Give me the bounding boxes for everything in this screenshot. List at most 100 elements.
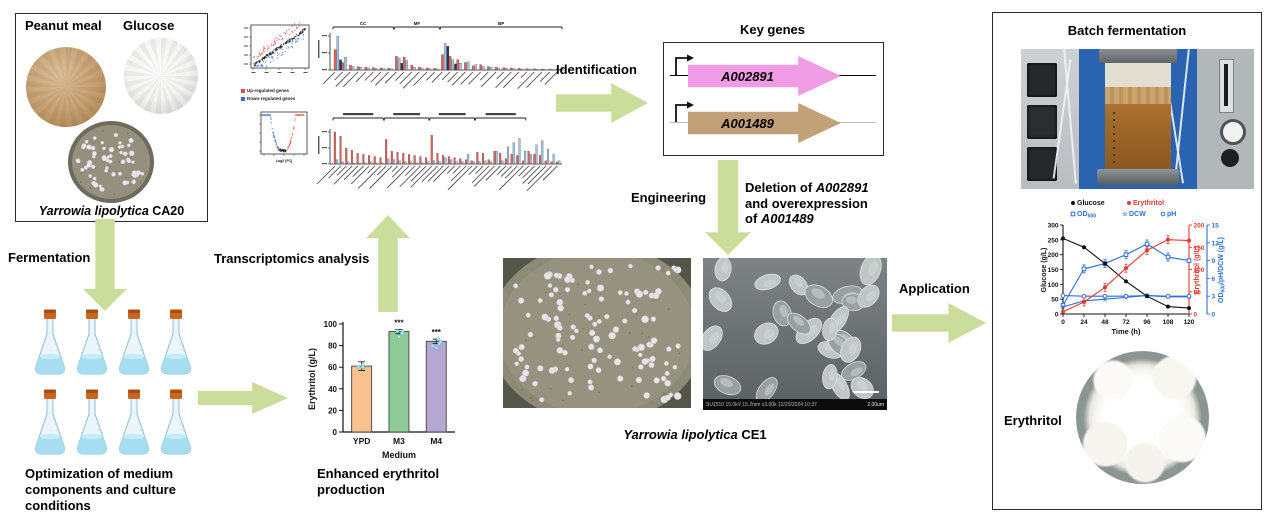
deletion-text: Deletion of A002891 and overexpression o… <box>745 180 897 227</box>
rotameter <box>1219 59 1234 113</box>
svg-text:96: 96 <box>1143 319 1151 326</box>
svg-text:150: 150 <box>1194 245 1205 252</box>
source-materials-box: Peanut meal Glucose Yarrowia lipolytica … <box>15 13 208 222</box>
pump-box-3 <box>1027 147 1057 181</box>
erlenmeyer-flask-icon <box>161 389 191 455</box>
enhanced-caption: Enhanced erythritol production <box>317 466 440 497</box>
svg-text:Glucose (g/L): Glucose (g/L) <box>1041 248 1048 293</box>
pressure-gauge <box>1220 119 1246 145</box>
svg-text:72: 72 <box>1122 319 1130 326</box>
svg-text:☆: ☆ <box>1060 304 1066 311</box>
svg-text:Log2 (FC): Log2 (FC) <box>276 159 292 163</box>
optimization-right-arrow <box>198 382 288 414</box>
promoter1-icon <box>675 54 694 75</box>
erlenmeyer-flask-icon <box>77 309 107 375</box>
svg-text:9: 9 <box>1212 258 1216 265</box>
svg-text:☆: ☆ <box>1122 211 1128 218</box>
volcano-plot: Log2 (FC) <box>259 111 308 163</box>
tube-2 <box>1063 49 1077 184</box>
peanut-meal-label: Peanut meal <box>25 18 102 33</box>
svg-text:200: 200 <box>1194 223 1205 230</box>
svg-text:20: 20 <box>328 406 337 415</box>
erlenmeyer-flask-icon <box>35 389 65 455</box>
erlenmeyer-flask-icon <box>77 389 107 455</box>
scatter-legend-down: Down-regulated genes <box>241 96 295 101</box>
bioreactor-photo <box>1021 49 1254 189</box>
batch-fermentation-title: Batch fermentation <box>1067 23 1187 38</box>
sem-cells <box>703 258 887 399</box>
rotameter-column <box>1224 64 1228 106</box>
svg-text:200: 200 <box>1048 252 1059 259</box>
svg-text:***: *** <box>432 328 442 337</box>
transcriptomics-label: Transcriptomics analysis <box>214 251 370 266</box>
svg-text:60: 60 <box>328 363 337 372</box>
transcriptomics-up-arrow <box>366 215 410 312</box>
svg-text:100: 100 <box>324 320 338 329</box>
svg-text:Time (h): Time (h) <box>1111 327 1141 336</box>
svg-text:0: 0 <box>1194 312 1198 319</box>
kegg-enrichment-chart <box>316 113 562 192</box>
vessel-broth <box>1105 104 1171 171</box>
svg-text:24: 24 <box>1080 319 1088 326</box>
svg-text:Glucose: Glucose <box>1077 200 1105 207</box>
svg-text:50: 50 <box>1194 289 1202 296</box>
vessel-foam-band <box>1105 86 1171 105</box>
svg-text:120: 120 <box>1184 319 1195 326</box>
svg-text:DCW: DCW <box>1129 211 1146 218</box>
fermentation-label: Fermentation <box>8 250 91 265</box>
vessel-headspace <box>1105 63 1171 87</box>
optimization-caption: Optimization of medium components and cu… <box>25 466 176 513</box>
erlenmeyer-flask-icon <box>161 309 191 375</box>
fermentation-down-arrow <box>83 219 127 311</box>
erlenmeyer-flask-icon <box>119 389 149 455</box>
strain-ca20-caption: Yarrowia lipolytica CA20 <box>16 204 207 218</box>
svg-text:Erythritol: Erythritol <box>1133 200 1164 207</box>
vessel-top-flange <box>1099 49 1177 63</box>
svg-text:BP: BP <box>498 21 504 26</box>
application-panel: Batch fermentation <box>992 12 1262 510</box>
svg-text:M3: M3 <box>393 436 405 446</box>
svg-text:CC: CC <box>360 21 367 26</box>
petri-dish-ca20-photo <box>68 121 154 203</box>
erythritol-product-label: Erythritol <box>1004 413 1062 428</box>
svg-text:100: 100 <box>1194 267 1205 274</box>
pump-box-2 <box>1027 105 1057 139</box>
promoter2-icon <box>675 101 694 122</box>
glucose-photo <box>124 38 198 114</box>
deletion-gene1: A002891 <box>815 180 869 195</box>
svg-text:0: 0 <box>333 428 338 437</box>
shake-flasks-group <box>25 308 197 463</box>
key-genes-title: Key genes <box>739 22 806 37</box>
svg-text:M4: M4 <box>430 436 442 446</box>
svg-text:300: 300 <box>1048 223 1059 230</box>
scatter-legend: Up-regulated genes Down-regulated genes <box>241 88 295 104</box>
strain-ce1-caption: Yarrowia lipolytica CE1 <box>503 427 887 442</box>
vessel-graduations <box>1113 111 1115 164</box>
erythritol-powder-photo <box>1076 351 1209 484</box>
vessel-glass <box>1105 63 1171 171</box>
identification-right-arrow <box>556 83 648 123</box>
application-right-arrow <box>892 303 986 343</box>
strain-ce1-code: CE1 <box>737 427 767 442</box>
svg-text:50: 50 <box>1051 297 1059 304</box>
gene2-label: A001489 <box>721 115 774 131</box>
peanut-meal-photo <box>26 47 106 127</box>
go-enrichment-chart: CC MF BP <box>318 21 564 90</box>
svg-text:***: *** <box>394 318 404 327</box>
svg-text:0: 0 <box>1061 319 1065 326</box>
svg-text:48: 48 <box>1101 319 1109 326</box>
gene1-arrow: A002891 <box>688 56 841 96</box>
scatter-legend-up: Up-regulated genes <box>241 88 295 93</box>
svg-text:Erythritol (g/L): Erythritol (g/L) <box>1194 246 1201 294</box>
sem-info-bar: SU1510 15.0kV 15.2mm x3.00k 12/25/2024 1… <box>703 399 887 410</box>
sem-photo: SU1510 15.0kV 15.2mm x3.00k 12/25/2024 1… <box>703 258 887 410</box>
engineering-label: Engineering <box>631 190 707 205</box>
blue-square-icon <box>241 96 245 101</box>
scatter-legend-down-text: Down-regulated genes <box>247 96 296 101</box>
red-square-icon <box>241 88 245 93</box>
svg-text:0: 0 <box>1212 312 1216 319</box>
svg-text:OD600/pH/DCW (g/L): OD600/pH/DCW (g/L) <box>1218 237 1227 303</box>
glucose-label: Glucose <box>123 18 175 33</box>
